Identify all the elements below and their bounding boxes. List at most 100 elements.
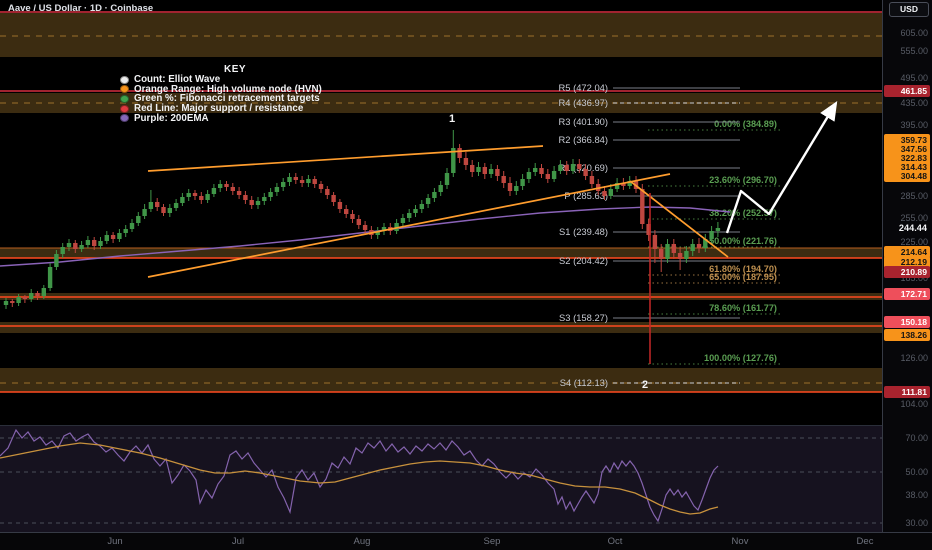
candle-body bbox=[110, 235, 116, 239]
candle-body bbox=[476, 167, 481, 172]
pane-separator[interactable] bbox=[0, 425, 932, 426]
price-level-label-pink: 172.71 bbox=[884, 288, 930, 300]
candle-body bbox=[230, 187, 235, 191]
price-tick: 605.00 bbox=[900, 28, 928, 38]
fib-level-label: 61.80% (194.70) bbox=[709, 264, 777, 274]
time-tick[interactable]: Dec bbox=[856, 536, 874, 547]
projection-arrow[interactable] bbox=[725, 100, 838, 234]
candle-body bbox=[142, 209, 147, 216]
candle-body bbox=[558, 165, 563, 171]
rsi-ma-line[interactable] bbox=[0, 442, 719, 515]
orange-dot-icon bbox=[120, 85, 129, 94]
candle-body bbox=[381, 227, 387, 231]
time-tick[interactable]: Sep bbox=[483, 536, 501, 547]
trendline[interactable] bbox=[147, 145, 544, 172]
hvn-band[interactable] bbox=[0, 248, 882, 258]
price-tick: 395.00 bbox=[900, 120, 928, 130]
candle-body bbox=[627, 181, 632, 186]
time-tick[interactable]: Oct bbox=[607, 536, 623, 547]
candle-body bbox=[444, 173, 450, 185]
candle-body bbox=[614, 183, 620, 189]
rsi-line[interactable] bbox=[0, 428, 719, 523]
price-tick: 495.00 bbox=[900, 73, 928, 83]
price-level-label-pink: 150.18 bbox=[884, 316, 930, 328]
elliott-wave-label[interactable]: 2 bbox=[642, 379, 648, 391]
candle-body bbox=[375, 231, 380, 235]
candle-body bbox=[337, 202, 343, 209]
candle-body bbox=[602, 191, 607, 196]
candle-body bbox=[451, 148, 456, 173]
price-tick: 185.00 bbox=[900, 273, 928, 283]
legend-item-fibonacci: Green %: Fibonacci retracement targets bbox=[120, 93, 350, 104]
candle-body bbox=[104, 235, 109, 241]
time-axis[interactable]: Jun Jul Aug Sep Oct Nov Dec bbox=[0, 532, 932, 550]
candle-body bbox=[520, 179, 525, 186]
indicator-pane-background bbox=[0, 425, 882, 532]
candle-body bbox=[696, 244, 702, 248]
candle-body bbox=[268, 192, 273, 197]
indicator-tick: 30.00 bbox=[905, 518, 928, 528]
hvn-band[interactable] bbox=[0, 13, 882, 57]
candle-body bbox=[117, 233, 122, 239]
candle-body bbox=[192, 193, 198, 196]
candle-body bbox=[507, 183, 513, 191]
candle-body bbox=[608, 189, 613, 196]
hvn-band[interactable] bbox=[0, 93, 882, 113]
key-legend-title: KEY bbox=[223, 64, 247, 75]
candle-body bbox=[41, 288, 46, 296]
candle-body bbox=[709, 231, 714, 239]
legend-item-support-resistance: Red Line: Major support / resistance bbox=[120, 103, 350, 114]
candle-body bbox=[243, 195, 248, 200]
candle-body bbox=[589, 176, 595, 184]
price-axis[interactable]: USD 605.00 555.00 495.00 435.00 395.00 285.00… bbox=[882, 0, 932, 532]
price-tick: 225.00 bbox=[900, 237, 928, 247]
time-tick[interactable]: Nov bbox=[731, 536, 749, 547]
time-tick[interactable]: Jul bbox=[231, 536, 245, 547]
candle-body bbox=[482, 167, 487, 174]
price-tick: 435.00 bbox=[900, 98, 928, 108]
candle-body bbox=[407, 213, 412, 218]
candle-body bbox=[665, 244, 670, 259]
pivot-level-label: S3 (158.27) bbox=[559, 312, 608, 323]
candle-body bbox=[299, 180, 305, 183]
fib-level-label: 0.00% (384.89) bbox=[714, 119, 777, 129]
candle-body bbox=[136, 216, 141, 223]
white-dot-icon bbox=[120, 75, 129, 84]
candle-body bbox=[551, 171, 557, 179]
hvn-band[interactable] bbox=[0, 322, 882, 333]
pivot-level-label: S1 (239.48) bbox=[559, 226, 608, 237]
candle-body bbox=[684, 251, 689, 259]
trendline[interactable] bbox=[629, 180, 729, 258]
price-level-label-red: 461.85 bbox=[884, 85, 930, 97]
candle-body bbox=[425, 198, 431, 204]
candle-body bbox=[180, 197, 185, 203]
legend-item-hvn: Orange Range: High volume node (HVN) bbox=[120, 83, 350, 95]
candle-body bbox=[318, 184, 324, 189]
currency-unit-button[interactable]: USD bbox=[889, 2, 929, 17]
candle-body bbox=[577, 164, 582, 169]
fib-level-label: 78.60% (161.77) bbox=[709, 303, 777, 313]
elliott-wave-label[interactable]: 1 bbox=[449, 113, 455, 125]
symbol-title[interactable]: Aave / US Dollar · 1D · Coinbase bbox=[8, 3, 154, 14]
indicator-tick: 50.00 bbox=[905, 467, 928, 477]
pivot-level-label: P (285.63) bbox=[564, 190, 608, 201]
time-tick[interactable]: Jun bbox=[107, 536, 123, 547]
candle-body bbox=[703, 239, 708, 248]
trendline[interactable] bbox=[147, 173, 671, 278]
candle-body bbox=[564, 165, 569, 171]
time-tick[interactable]: Aug bbox=[353, 536, 371, 547]
candle-body bbox=[501, 176, 506, 183]
candle-body bbox=[570, 164, 576, 171]
legend-label: Orange Range: High volume node (HVN) bbox=[134, 83, 322, 95]
pivot-level-label: S2 (204.42) bbox=[559, 255, 608, 266]
candle-body bbox=[671, 244, 676, 253]
fib-level-label: 38.20% (252.57) bbox=[709, 208, 777, 218]
hvn-band[interactable] bbox=[0, 368, 882, 392]
candle-body bbox=[211, 188, 217, 194]
candle-body bbox=[350, 214, 355, 219]
candle-body bbox=[432, 192, 437, 198]
candle-body bbox=[652, 235, 658, 249]
candle-body bbox=[16, 297, 21, 303]
